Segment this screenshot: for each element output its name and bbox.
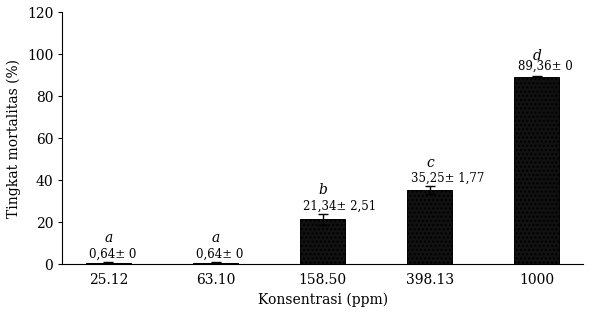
Text: 0,64± 0: 0,64± 0 [89,248,136,261]
Bar [407,190,453,264]
Text: 21,34± 2,51: 21,34± 2,51 [303,199,376,212]
Text: d: d [532,50,542,63]
Text: 0,64± 0: 0,64± 0 [196,248,244,261]
Text: a: a [211,231,219,245]
Y-axis label: Tingkat mortalitas (%): Tingkat mortalitas (%) [7,59,21,218]
Text: 89,36± 0: 89,36± 0 [517,60,572,73]
Text: c: c [426,156,434,170]
Text: a: a [104,231,113,245]
Bar [86,263,131,264]
Text: b: b [318,183,327,197]
X-axis label: Konsentrasi (ppm): Konsentrasi (ppm) [258,293,388,307]
Text: 35,25± 1,77: 35,25± 1,77 [411,172,484,185]
Bar [514,77,559,264]
Bar [193,263,238,264]
Bar [300,219,345,264]
